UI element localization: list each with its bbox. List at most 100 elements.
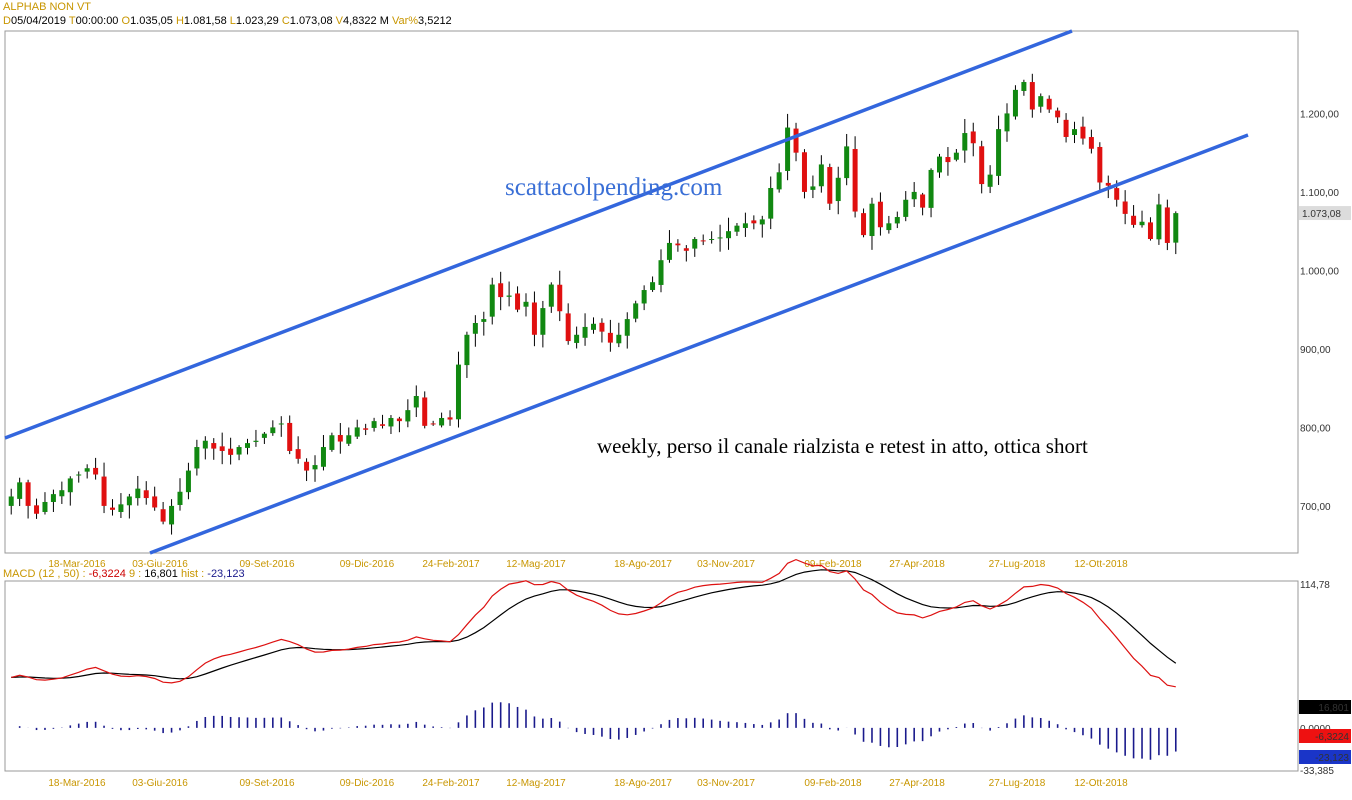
candle-up bbox=[734, 225, 740, 232]
candle-down bbox=[211, 443, 217, 449]
price-x-tick: 09-Set-2016 bbox=[239, 559, 294, 570]
candle-up bbox=[464, 334, 470, 366]
price-y-tick: 1.100,00 bbox=[1300, 188, 1339, 199]
candle-down bbox=[34, 505, 40, 514]
candle-up bbox=[835, 177, 841, 202]
candles bbox=[8, 73, 1179, 535]
candle-down bbox=[25, 482, 31, 506]
candle-up bbox=[59, 490, 65, 497]
candle-up bbox=[709, 239, 715, 241]
macd-badge bbox=[1299, 729, 1351, 743]
candle-up bbox=[118, 504, 124, 513]
candle-down bbox=[363, 428, 369, 430]
candle-down bbox=[287, 422, 293, 451]
candle-down bbox=[1105, 182, 1111, 186]
candle-up bbox=[67, 478, 73, 493]
candle-up bbox=[506, 295, 512, 297]
candle-down bbox=[1114, 188, 1120, 200]
lower-channel-line[interactable] bbox=[149, 133, 1249, 555]
candle-up bbox=[236, 447, 242, 455]
low-label: L bbox=[229, 15, 236, 27]
candle-up bbox=[1038, 96, 1044, 107]
upper-channel-line[interactable] bbox=[4, 29, 1073, 440]
macd-line bbox=[11, 558, 1176, 688]
candle-up bbox=[329, 435, 335, 450]
price-x-tick: 12-Mag-2017 bbox=[506, 559, 566, 570]
macd-x-tick: 24-Feb-2017 bbox=[422, 778, 480, 789]
price-x-tick: 09-Dic-2016 bbox=[340, 559, 395, 570]
price-y-tick: 1.200,00 bbox=[1300, 109, 1339, 120]
candle-up bbox=[869, 203, 875, 237]
candle-up bbox=[616, 334, 622, 344]
macd-x-tick: 03-Giu-2016 bbox=[132, 778, 188, 789]
high-label: H bbox=[175, 15, 184, 27]
candle-down bbox=[1147, 222, 1153, 240]
candle-down bbox=[599, 322, 605, 332]
price-y-tick: 700,00 bbox=[1300, 502, 1331, 513]
date-label: D bbox=[3, 15, 11, 27]
price-x-tick: 09-Feb-2018 bbox=[804, 559, 862, 570]
candle-down bbox=[304, 461, 310, 471]
price-x-axis: 18-Mar-2016 03-Giu-2016 09-Set-2016 09-Dic-… bbox=[48, 559, 1128, 570]
time-value: 00:00:00 bbox=[75, 15, 119, 27]
candle-up bbox=[245, 443, 251, 448]
macd-y-tick: -33,385 bbox=[1300, 766, 1334, 777]
candle-up bbox=[658, 260, 664, 285]
candle-down bbox=[430, 423, 436, 425]
candle-down bbox=[683, 248, 689, 251]
macd-value: -6,3224 bbox=[88, 568, 126, 580]
macd-x-tick: 09-Dic-2016 bbox=[340, 778, 395, 789]
candle-down bbox=[515, 293, 521, 310]
value-badges: 1.073,08 16,801 -6,3224 -23,123 bbox=[1299, 206, 1351, 764]
price-x-tick: 18-Mar-2016 bbox=[48, 559, 106, 570]
candle-up bbox=[987, 174, 993, 187]
macd-y-tick: 114,78 bbox=[1300, 580, 1330, 591]
candle-up bbox=[261, 433, 267, 438]
candle-down bbox=[396, 418, 402, 422]
candle-up bbox=[962, 133, 968, 151]
candle-up bbox=[844, 146, 850, 179]
trend-channel[interactable] bbox=[4, 29, 1249, 555]
macd-x-tick: 27-Apr-2018 bbox=[889, 778, 945, 789]
macd-x-tick: 03-Nov-2017 bbox=[697, 778, 755, 789]
candle-down bbox=[945, 157, 951, 163]
candle-up bbox=[413, 396, 419, 408]
candle-up bbox=[126, 496, 132, 506]
high-value: 1.081,58 bbox=[183, 15, 227, 27]
candle-down bbox=[861, 213, 867, 236]
candle-down bbox=[498, 283, 504, 298]
candle-up bbox=[1156, 204, 1162, 240]
candle-down bbox=[295, 449, 301, 459]
candle-down bbox=[1055, 110, 1061, 118]
macd-lines bbox=[11, 558, 1177, 688]
candle-down bbox=[1046, 98, 1052, 110]
close-label: C bbox=[281, 15, 290, 27]
candle-up bbox=[810, 186, 816, 190]
candle-up bbox=[270, 427, 276, 434]
candle-up bbox=[666, 242, 672, 260]
candle-up bbox=[759, 219, 765, 225]
macd-x-tick: 27-Lug-2018 bbox=[989, 778, 1046, 789]
candle-up bbox=[1139, 221, 1145, 226]
candle-up bbox=[591, 323, 596, 330]
candle-up bbox=[50, 494, 56, 502]
hist-value: -23,123 bbox=[207, 568, 245, 580]
signal-label: 9 : bbox=[128, 568, 142, 580]
candle-down bbox=[607, 332, 613, 343]
candle-up bbox=[582, 326, 588, 338]
watermark-text: scattacolpending.com bbox=[505, 174, 723, 201]
candle-up bbox=[135, 488, 141, 499]
candle-down bbox=[219, 446, 225, 451]
price-x-tick: 03-Nov-2017 bbox=[697, 559, 755, 570]
signal-badge bbox=[1299, 700, 1351, 714]
last-price-badge bbox=[1299, 206, 1351, 221]
macd-histogram bbox=[18, 702, 1177, 760]
price-x-tick: 12-Ott-2018 bbox=[1074, 559, 1128, 570]
candle-up bbox=[785, 127, 791, 171]
candle-down bbox=[970, 131, 976, 144]
candle-down bbox=[920, 194, 926, 208]
candle-up bbox=[776, 172, 782, 190]
candle-up bbox=[894, 217, 900, 224]
price-y-tick: 900,00 bbox=[1300, 345, 1331, 356]
